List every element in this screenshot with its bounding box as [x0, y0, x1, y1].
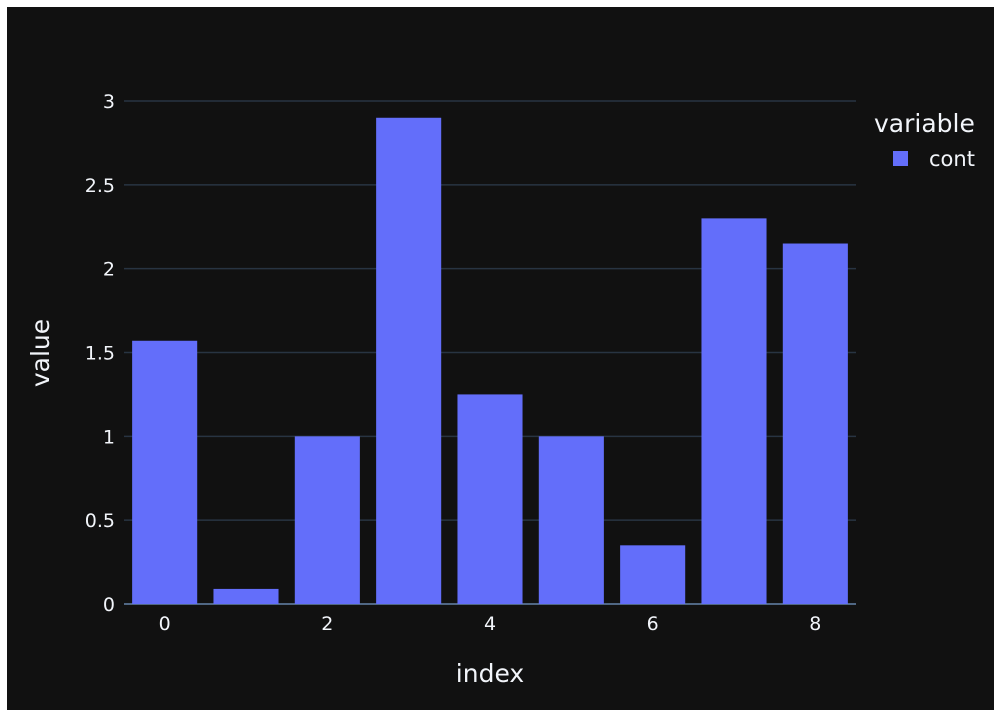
bar-8[interactable] — [783, 244, 848, 604]
y-tick-labels: 0 0.5 1 1.5 2 2.5 3 — [85, 91, 115, 616]
legend-swatch-cont[interactable] — [893, 151, 908, 166]
legend-title: variable — [874, 109, 975, 138]
bars — [132, 118, 848, 604]
x-tick-label: 4 — [484, 613, 496, 635]
y-tick-label: 2.5 — [85, 175, 115, 197]
bar-1[interactable] — [213, 589, 278, 604]
x-tick-label: 2 — [321, 613, 333, 635]
x-tick-label: 8 — [809, 613, 821, 635]
bar-5[interactable] — [539, 436, 604, 604]
legend-label-cont[interactable]: cont — [929, 147, 975, 171]
y-tick-label: 1 — [103, 426, 115, 448]
y-axis-title: value — [26, 319, 55, 387]
x-tick-label: 0 — [159, 613, 171, 635]
bar-7[interactable] — [701, 218, 766, 604]
legend: variable cont — [874, 109, 975, 171]
bar-4[interactable] — [457, 394, 522, 604]
x-tick-labels: 0 2 4 6 8 — [159, 613, 822, 635]
y-tick-label: 3 — [103, 91, 115, 113]
y-tick-label: 0.5 — [85, 510, 115, 532]
y-tick-label: 0 — [103, 594, 115, 616]
y-tick-label: 2 — [103, 259, 115, 281]
bar-6[interactable] — [620, 545, 685, 604]
y-tick-label: 1.5 — [85, 343, 115, 365]
bar-3[interactable] — [376, 118, 441, 604]
bar-2[interactable] — [295, 436, 360, 604]
bar-0[interactable] — [132, 341, 197, 604]
x-tick-label: 6 — [647, 613, 659, 635]
x-axis-title: index — [456, 659, 524, 688]
